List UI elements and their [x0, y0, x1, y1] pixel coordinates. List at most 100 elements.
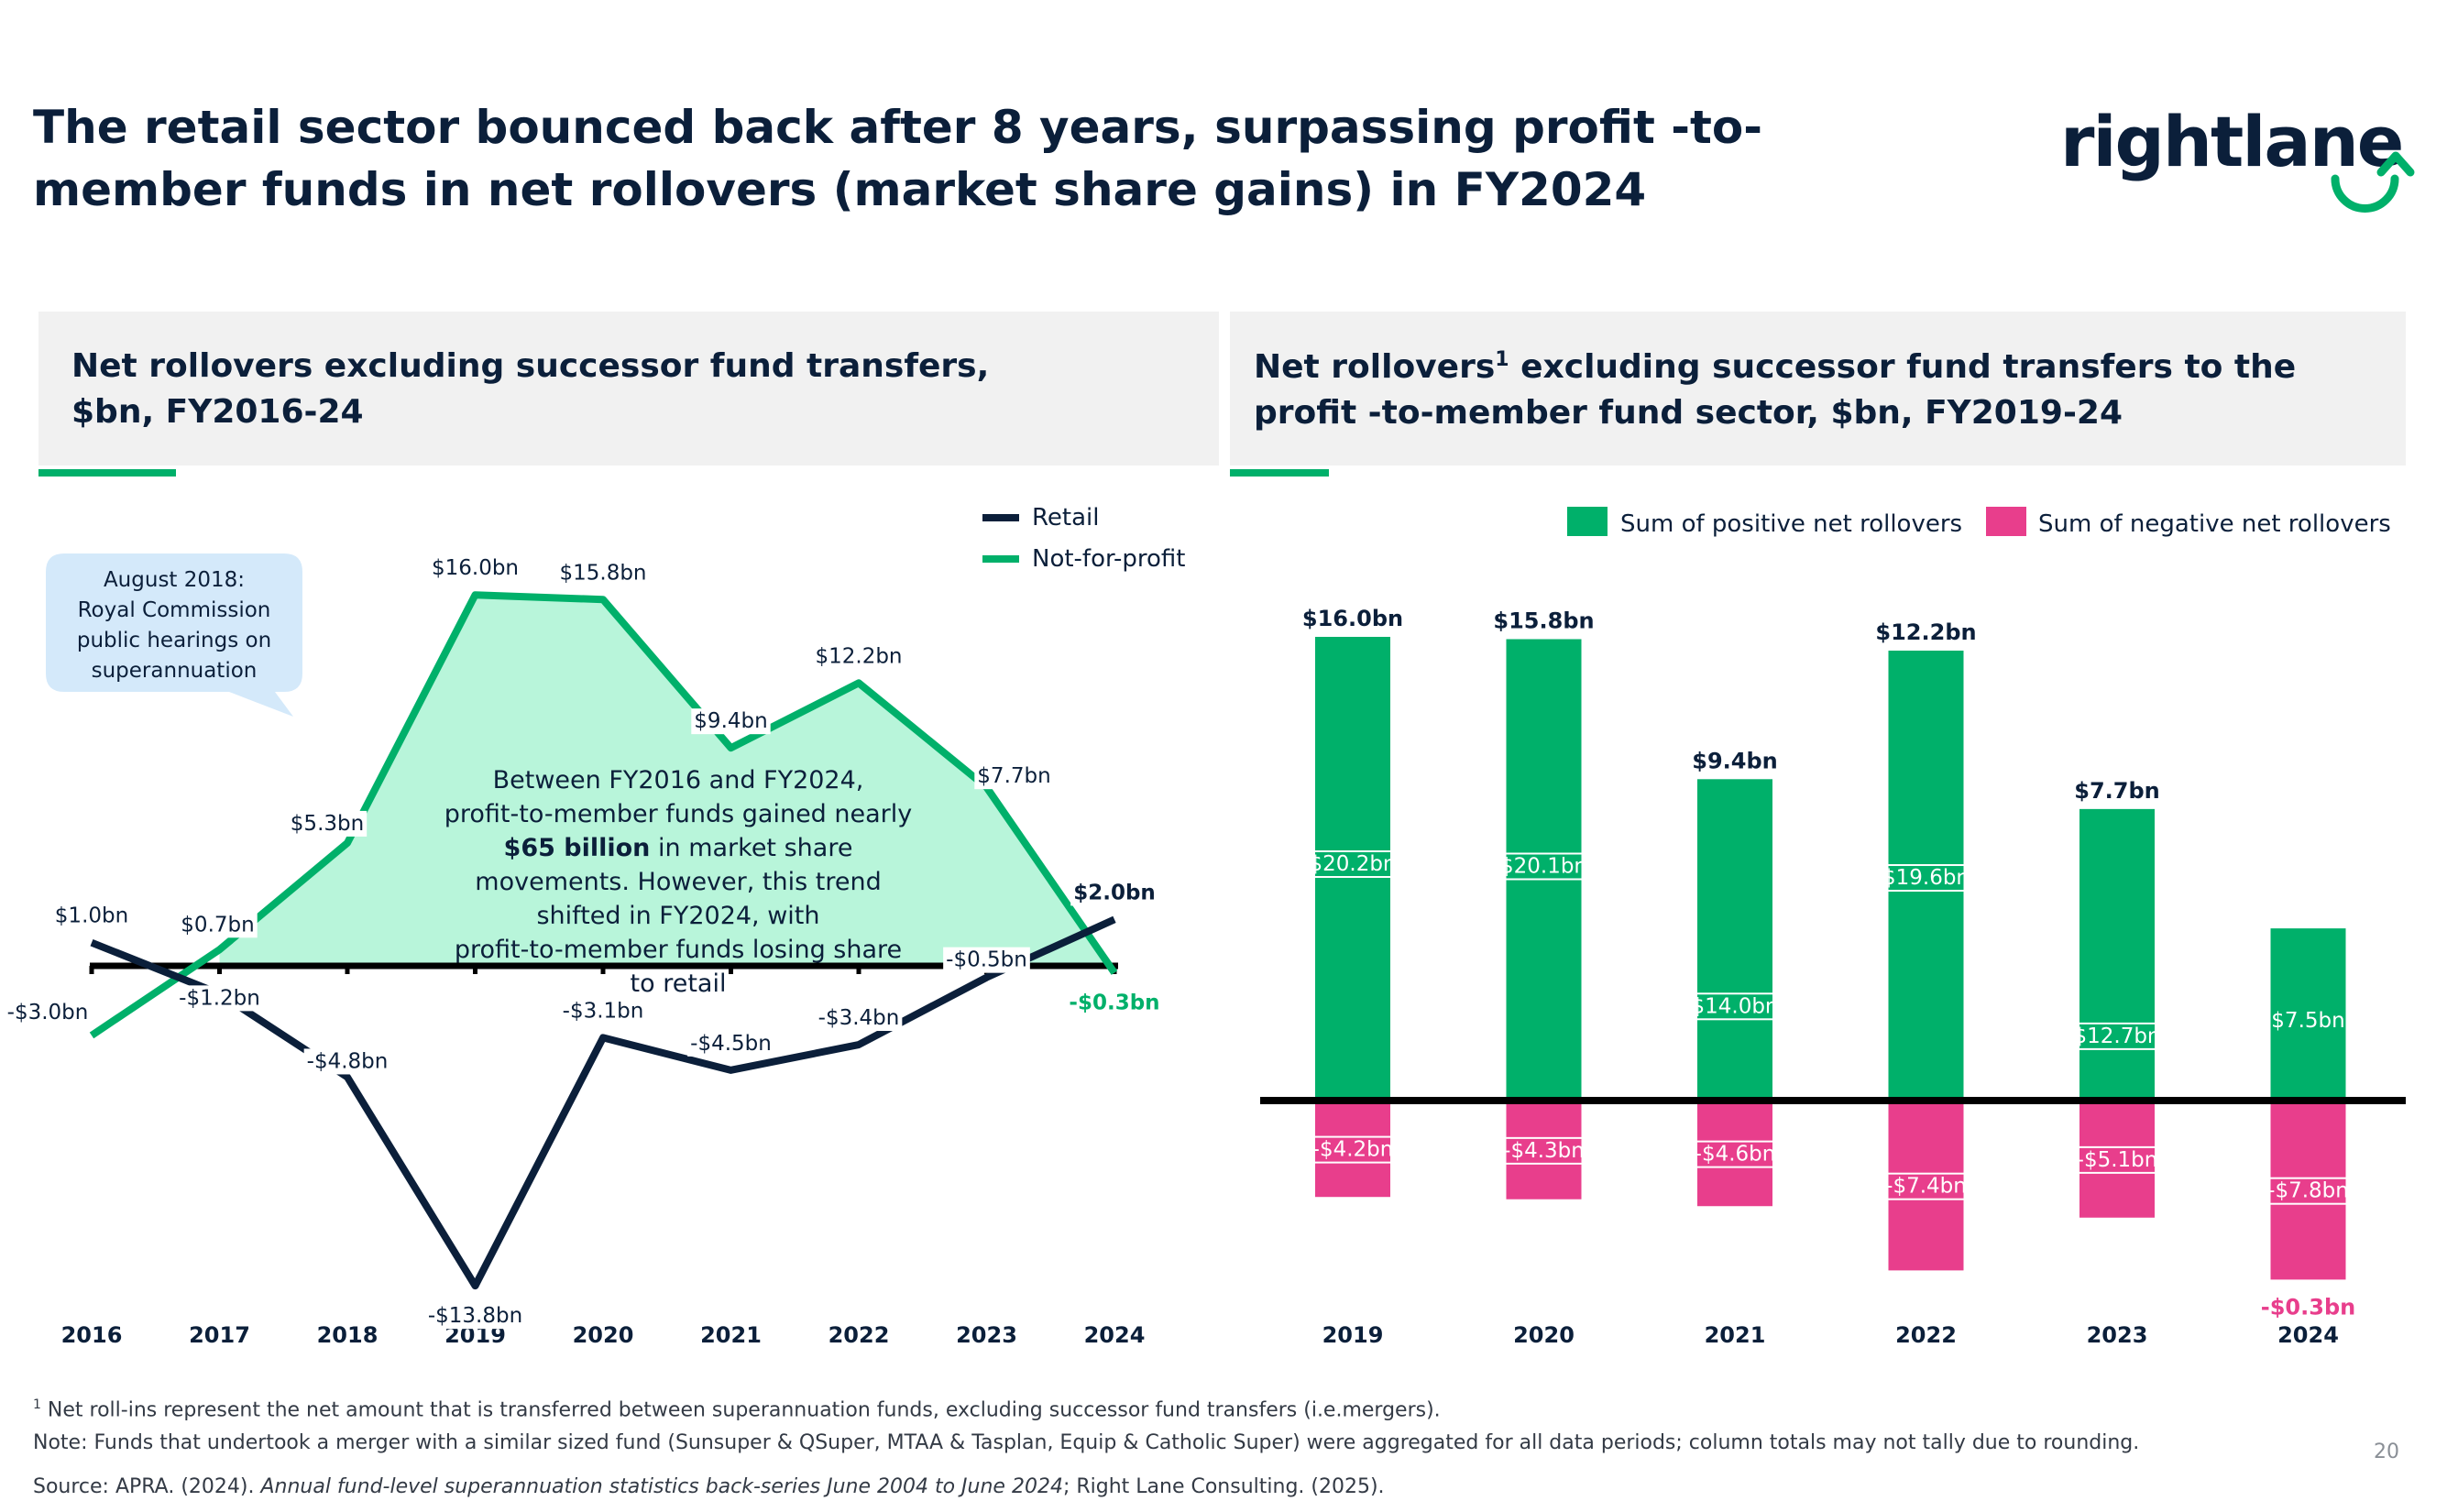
- positive-data-label: $20.2bn: [1309, 852, 1396, 876]
- label-bg: [51, 903, 132, 929]
- line-retail: [90, 915, 1116, 1290]
- x-tick-label: 2022: [1895, 1322, 1957, 1348]
- label-box: [2069, 1022, 2165, 1050]
- label-bg: [691, 708, 771, 735]
- logo-text: rightlane: [2060, 101, 2404, 182]
- positive-bar: [2079, 808, 2155, 1101]
- negative-bar: [1315, 1101, 1390, 1198]
- nfp-data-label: $12.2bn: [815, 644, 902, 668]
- negative-data-label: -$4.2bn: [1312, 1138, 1394, 1162]
- label-bg: [178, 912, 258, 938]
- source-post: ; Right Lane Consulting. (2025).: [1062, 1475, 1385, 1498]
- right-heading-post: excluding successor fund transfers to th…: [1254, 348, 2297, 432]
- annotation-line: profit-to-member funds losing share: [455, 936, 902, 964]
- label-bg: [559, 998, 647, 1024]
- label-box: [1496, 852, 1592, 881]
- legend-negative-swatch: [1986, 507, 2026, 536]
- left-panel-heading: Net rollovers excluding successor fund t…: [71, 347, 990, 431]
- right-panel-accent: [1230, 469, 1329, 477]
- negative-bar: [1888, 1101, 1964, 1271]
- label-box: [2072, 1145, 2162, 1174]
- bar-chart: $20.2bn -$4.2bn $16.0bn 2019 $20.1bn -$4.3bn $…: [1260, 507, 2406, 1348]
- right-heading-pre: Net rollovers: [1254, 348, 1496, 386]
- retail-data-label: -$13.8bn: [428, 1304, 522, 1328]
- nfp-data-label: -$0.3bn: [1069, 992, 1159, 1015]
- retail-data-label: -$4.5bn: [690, 1032, 772, 1056]
- label-bg: [424, 1303, 526, 1330]
- page-title: The retail sector bounced back after 8 y…: [33, 101, 1763, 216]
- retail-data-label: -$3.1bn: [563, 999, 644, 1023]
- callout-text-line: superannuation: [92, 659, 258, 683]
- line-not-for-profit: [89, 591, 1118, 1039]
- negative-data-label: -$5.1bn: [2077, 1148, 2158, 1172]
- legend-positive-swatch: [1567, 507, 1608, 536]
- label-bg: [4, 999, 92, 1025]
- x-tick-label: 2017: [189, 1322, 250, 1348]
- callout-text-line: August 2018:: [104, 568, 245, 592]
- callout-text-line: public hearings on: [77, 629, 271, 652]
- footnote-sup: 1: [33, 1397, 41, 1412]
- label-box: [2264, 1177, 2353, 1205]
- nfp-data-label: $9.4bn: [694, 709, 767, 733]
- shaded-area: [219, 595, 1114, 966]
- label-bg: [1070, 880, 1158, 906]
- x-tick-label: 2024: [1084, 1322, 1146, 1348]
- total-label: $15.8bn: [1493, 608, 1594, 633]
- total-label: -$0.3bn: [2261, 1294, 2355, 1320]
- negative-data-label: -$7.8bn: [2267, 1179, 2349, 1203]
- x-tick-label: 2023: [2087, 1322, 2148, 1348]
- annotation-line: Between FY2016 and FY2024,: [493, 766, 864, 794]
- annotation-line: movements. However, this trend: [475, 868, 881, 896]
- total-label: $7.7bn: [2074, 778, 2159, 804]
- retail-data-label: $2.0bn: [1073, 881, 1156, 904]
- nfp-data-label: $5.3bn: [291, 812, 364, 836]
- callout-bubble: [46, 553, 302, 717]
- label-bg: [1066, 990, 1163, 1016]
- positive-bar: [1506, 639, 1582, 1101]
- positive-data-label: $7.5bn: [2271, 1009, 2344, 1033]
- nfp-data-label: $0.7bn: [181, 913, 254, 937]
- label-bg: [815, 1005, 903, 1032]
- label-box: [1690, 1140, 1780, 1168]
- footnote-definition-text: Net roll-ins represent the net amount th…: [40, 1398, 1441, 1422]
- legend-nfp-label: Not-for-profit: [1032, 545, 1186, 573]
- label-box: [1878, 864, 1974, 893]
- label-bg: [556, 560, 650, 586]
- negative-data-label: -$7.4bn: [1885, 1175, 1967, 1199]
- legend-positive-label: Sum of positive net rollovers: [1620, 510, 1962, 538]
- annotation-line: shifted in FY2024, with: [536, 902, 819, 930]
- label-box: [1499, 1136, 1588, 1165]
- left-panel-accent: [38, 469, 176, 477]
- label-bg: [943, 947, 1030, 973]
- nfp-data-label: $16.0bn: [432, 556, 519, 580]
- nfp-data-label: -$3.0bn: [7, 1001, 89, 1024]
- positive-data-label: $12.7bn: [2073, 1024, 2160, 1048]
- x-tick-label: 2022: [828, 1322, 890, 1348]
- annotation-line: profit-to-member funds gained nearly: [444, 800, 913, 828]
- x-tick-label: 2019: [1322, 1322, 1384, 1348]
- label-bg: [287, 810, 368, 837]
- right-panel-heading: Net rollovers1 excluding successor fund …: [1254, 337, 2381, 436]
- positive-bar: [2270, 928, 2346, 1101]
- label-box: [1308, 1135, 1398, 1164]
- label-bg: [974, 763, 1054, 790]
- label-bg: [687, 1030, 774, 1057]
- nfp-data-label: $7.7bn: [977, 764, 1050, 788]
- label-bg: [428, 555, 522, 582]
- legend-retail-label: Retail: [1032, 504, 1099, 531]
- label-box: [1882, 1172, 1970, 1200]
- source-pre: Source: APRA. (2024).: [33, 1475, 261, 1498]
- label-bg: [176, 985, 263, 1012]
- negative-bar: [2079, 1101, 2155, 1218]
- line-chart: 2016 2017 2018 2019 2020 2021 2022 2023 2024-$3.…: [4, 504, 1186, 1348]
- footnote-definition: 1 Net roll-ins represent the net amount …: [33, 1397, 1441, 1421]
- negative-bar: [1506, 1101, 1582, 1200]
- source-title: Annual fund-level superannuation statist…: [260, 1475, 1063, 1498]
- negative-bar: [2270, 1101, 2346, 1280]
- positive-bar: [1888, 651, 1964, 1101]
- annotation-text: in market share: [650, 834, 852, 862]
- retail-data-label: -$0.5bn: [946, 948, 1027, 972]
- legend-negative-label: Sum of negative net rollovers: [2038, 510, 2391, 538]
- x-tick-label: 2018: [317, 1322, 379, 1348]
- rightlane-logo: rightlane: [2060, 101, 2427, 220]
